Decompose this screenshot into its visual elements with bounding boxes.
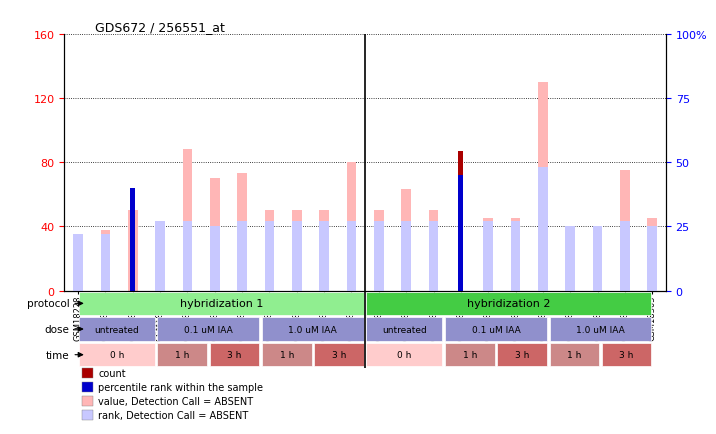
- Bar: [238, 174, 247, 291]
- Bar: [79, 292, 364, 315]
- Text: 1 h: 1 h: [175, 350, 189, 359]
- Text: 0 h: 0 h: [110, 350, 124, 359]
- Bar: [314, 343, 364, 366]
- Bar: [647, 219, 657, 291]
- Text: 0.1 uM IAA: 0.1 uM IAA: [472, 325, 521, 334]
- Bar: [593, 235, 602, 291]
- Text: untreated: untreated: [382, 325, 427, 334]
- Bar: [566, 227, 575, 291]
- Bar: [155, 240, 165, 291]
- Bar: [319, 211, 329, 291]
- Bar: [183, 150, 192, 291]
- Bar: [549, 318, 652, 341]
- Bar: [319, 222, 329, 291]
- Bar: [210, 343, 259, 366]
- Text: 1 h: 1 h: [463, 350, 477, 359]
- Bar: [511, 219, 521, 291]
- Text: GDS672 / 256551_at: GDS672 / 256551_at: [95, 20, 224, 33]
- Bar: [130, 211, 135, 291]
- Bar: [82, 368, 93, 378]
- Bar: [210, 179, 220, 291]
- Bar: [538, 168, 548, 291]
- Bar: [593, 227, 602, 291]
- Bar: [445, 343, 495, 366]
- Bar: [483, 222, 493, 291]
- Bar: [647, 227, 657, 291]
- Bar: [73, 234, 83, 291]
- Bar: [158, 343, 207, 366]
- Bar: [262, 343, 311, 366]
- Text: untreated: untreated: [95, 325, 139, 334]
- Text: protocol: protocol: [27, 299, 69, 309]
- Bar: [101, 234, 110, 291]
- Bar: [549, 343, 599, 366]
- Bar: [458, 176, 463, 291]
- Bar: [347, 222, 357, 291]
- Bar: [511, 222, 521, 291]
- Bar: [429, 211, 438, 291]
- Text: 1.0 uM IAA: 1.0 uM IAA: [289, 325, 337, 334]
- Bar: [79, 318, 155, 341]
- Bar: [128, 211, 137, 291]
- Bar: [265, 222, 274, 291]
- Bar: [566, 235, 575, 291]
- Text: time: time: [46, 350, 69, 360]
- Text: 3 h: 3 h: [227, 350, 241, 359]
- Text: 3 h: 3 h: [619, 350, 634, 359]
- Text: hybridization 2: hybridization 2: [468, 299, 551, 309]
- Text: 3 h: 3 h: [515, 350, 529, 359]
- Text: 3 h: 3 h: [332, 350, 347, 359]
- Bar: [347, 163, 357, 291]
- Text: dose: dose: [45, 324, 69, 334]
- Bar: [155, 222, 165, 291]
- Text: rank, Detection Call = ABSENT: rank, Detection Call = ABSENT: [98, 410, 248, 420]
- Bar: [82, 382, 93, 392]
- Bar: [101, 230, 110, 291]
- Bar: [158, 318, 259, 341]
- Bar: [82, 410, 93, 420]
- Bar: [367, 318, 442, 341]
- Bar: [620, 171, 629, 291]
- Bar: [210, 227, 220, 291]
- Bar: [292, 211, 301, 291]
- Bar: [538, 83, 548, 291]
- Bar: [602, 343, 652, 366]
- Text: 0 h: 0 h: [397, 350, 412, 359]
- Text: hybridization 1: hybridization 1: [180, 299, 263, 309]
- Bar: [445, 318, 547, 341]
- Bar: [483, 219, 493, 291]
- Bar: [402, 190, 411, 291]
- Bar: [458, 151, 463, 291]
- Text: percentile rank within the sample: percentile rank within the sample: [98, 382, 263, 392]
- Bar: [262, 318, 364, 341]
- Bar: [367, 343, 442, 366]
- Bar: [367, 292, 652, 315]
- Text: 1 h: 1 h: [279, 350, 294, 359]
- Bar: [183, 222, 192, 291]
- Bar: [73, 235, 83, 291]
- Bar: [292, 222, 301, 291]
- Bar: [402, 222, 411, 291]
- Bar: [238, 222, 247, 291]
- Text: count: count: [98, 368, 126, 378]
- Bar: [374, 222, 384, 291]
- Bar: [620, 222, 629, 291]
- Text: 0.1 uM IAA: 0.1 uM IAA: [184, 325, 233, 334]
- Bar: [265, 211, 274, 291]
- Text: 1 h: 1 h: [567, 350, 581, 359]
- Bar: [130, 188, 135, 291]
- Text: 1.0 uM IAA: 1.0 uM IAA: [576, 325, 625, 334]
- Bar: [374, 211, 384, 291]
- Bar: [82, 396, 93, 406]
- Bar: [79, 343, 155, 366]
- Text: value, Detection Call = ABSENT: value, Detection Call = ABSENT: [98, 396, 253, 406]
- Bar: [497, 343, 547, 366]
- Bar: [429, 222, 438, 291]
